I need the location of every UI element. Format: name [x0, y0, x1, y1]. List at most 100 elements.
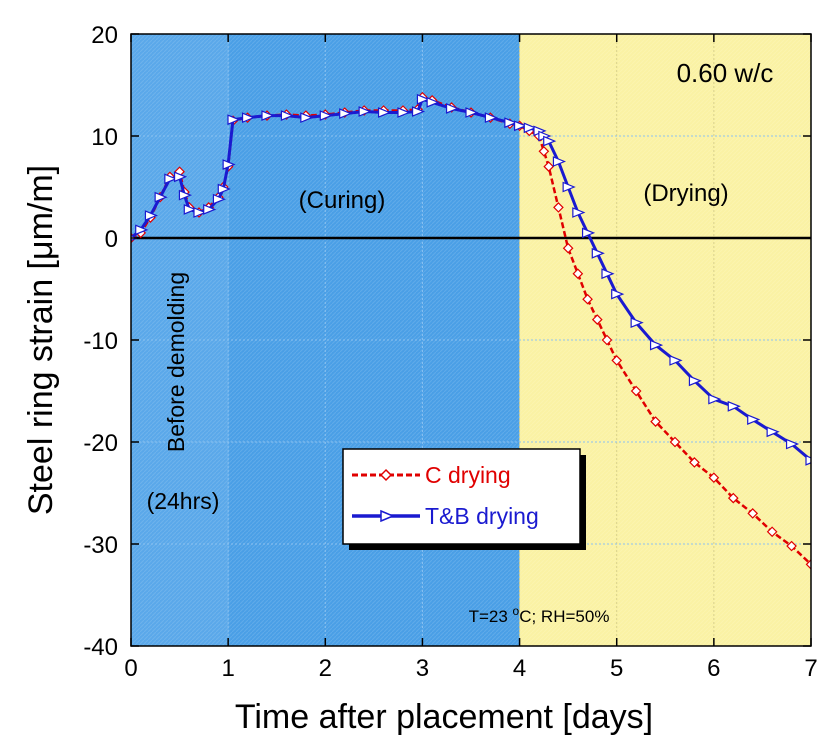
- point-t-b-drying: [562, 181, 576, 193]
- x-axis-label: Time after placement [days]: [235, 698, 653, 736]
- point-t-b-drying: [611, 288, 625, 300]
- point-t-b-drying: [766, 426, 780, 438]
- drying-label: (Drying): [643, 180, 728, 207]
- point-c-drying: [611, 355, 623, 366]
- point-c-drying: [689, 457, 700, 468]
- point-t-b-drying: [543, 135, 557, 147]
- point-t-b-drying: [203, 204, 217, 215]
- point-t-b-drying: [747, 414, 761, 425]
- point-c-drying: [543, 161, 555, 172]
- before-demolding-label: Before demolding: [163, 272, 189, 452]
- point-t-b-drying: [217, 183, 231, 195]
- point-t-b-drying: [144, 210, 159, 221]
- ticks: [130, 33, 812, 647]
- point-t-b-drying: [727, 400, 741, 412]
- curing-label: (Curing): [299, 187, 386, 214]
- point-t-b-drying: [280, 110, 295, 121]
- x-tick-label: 2: [319, 655, 332, 682]
- point-t-b-drying: [397, 107, 411, 118]
- point-c-drying: [601, 334, 613, 346]
- point-t-b-drying: [445, 103, 460, 114]
- point-t-b-drying: [411, 106, 426, 117]
- gridlines: [131, 34, 811, 646]
- point-t-b-drying: [426, 96, 440, 108]
- point-t-b-drying: [222, 159, 236, 170]
- point-t-b-drying: [649, 339, 664, 351]
- point-t-b-drying: [164, 173, 178, 185]
- x-tick-label: 5: [610, 655, 623, 682]
- legend-label-c-drying: C drying: [425, 462, 511, 488]
- point-t-b-drying: [785, 438, 800, 450]
- point-t-b-drying: [358, 106, 372, 117]
- point-c-drying: [727, 492, 739, 504]
- point-t-b-drying: [173, 171, 188, 183]
- point-t-b-drying: [523, 122, 537, 134]
- y-tick-label: -30: [83, 532, 118, 559]
- conditions-prefix: T=23: [469, 607, 513, 626]
- x-tick-label: 7: [804, 655, 817, 682]
- point-t-b-drying: [193, 207, 207, 218]
- hours-label: (24hrs): [147, 488, 220, 514]
- point-c-drying: [538, 145, 550, 157]
- point-t-b-drying: [319, 110, 333, 121]
- point-c-drying: [630, 385, 642, 397]
- point-t-b-drying: [513, 120, 528, 132]
- point-t-b-drying: [591, 247, 605, 259]
- point-c-drying: [650, 416, 661, 427]
- point-c-drying: [553, 202, 564, 213]
- point-t-b-drying: [339, 108, 353, 119]
- point-t-b-drying: [241, 112, 256, 124]
- point-c-drying: [562, 242, 574, 254]
- point-c-drying: [708, 472, 720, 484]
- point-t-b-drying: [183, 204, 197, 215]
- point-t-b-drying: [581, 227, 596, 239]
- y-tick-label: 20: [91, 22, 118, 49]
- point-t-b-drying: [154, 191, 168, 203]
- point-t-b-drying: [552, 156, 567, 167]
- point-c-drying: [766, 526, 778, 538]
- point-t-b-drying: [377, 107, 392, 118]
- point-t-b-drying: [504, 117, 518, 129]
- x-tick-label: 0: [124, 655, 137, 682]
- conditions-sup: o: [513, 604, 520, 618]
- point-c-drying: [669, 436, 681, 448]
- legend-box: [342, 448, 581, 545]
- y-tick-label: -20: [83, 430, 118, 457]
- y-tick-label: -10: [83, 328, 118, 355]
- point-t-b-drying: [669, 355, 683, 366]
- point-c-drying: [786, 540, 797, 552]
- x-tick-labels: 0 1 2 3 4 5 6 7: [124, 655, 817, 682]
- legend-label-tb-drying: T&B drying: [425, 503, 539, 529]
- point-c-drying: [572, 268, 584, 280]
- point-t-b-drying: [465, 107, 479, 118]
- point-t-b-drying: [300, 112, 314, 124]
- point-t-b-drying: [708, 393, 722, 405]
- point-c-drying: [582, 293, 593, 305]
- x-tick-label: 4: [513, 655, 526, 682]
- point-t-b-drying: [688, 375, 703, 387]
- y-tick-label: -40: [83, 634, 118, 661]
- point-t-b-drying: [601, 268, 615, 280]
- legend-marker-tb-drying: [380, 509, 395, 523]
- point-t-b-drying: [227, 114, 241, 126]
- point-t-b-drying: [178, 189, 193, 201]
- x-tick-label: 6: [707, 655, 720, 682]
- point-t-b-drying: [135, 224, 149, 236]
- point-t-b-drying: [416, 93, 431, 105]
- y-axis-label: Steel ring strain [μm/m]: [22, 165, 60, 515]
- point-c-drying: [805, 559, 811, 570]
- point-t-b-drying: [630, 317, 644, 329]
- point-t-b-drying: [484, 112, 499, 124]
- point-t-b-drying: [572, 207, 586, 218]
- x-tick-label: 1: [221, 655, 234, 682]
- point-t-b-drying: [212, 193, 227, 205]
- point-c-drying: [747, 508, 759, 519]
- point-t-b-drying: [805, 454, 811, 466]
- legend: C drying T&B drying: [342, 448, 586, 550]
- y-tick-label: 10: [91, 124, 118, 151]
- wc-label: 0.60 w/c: [677, 58, 774, 88]
- point-t-b-drying: [261, 110, 275, 121]
- conditions-label: T=23 oC; RH=50%: [469, 604, 610, 626]
- y-tick-label: 0: [105, 226, 118, 253]
